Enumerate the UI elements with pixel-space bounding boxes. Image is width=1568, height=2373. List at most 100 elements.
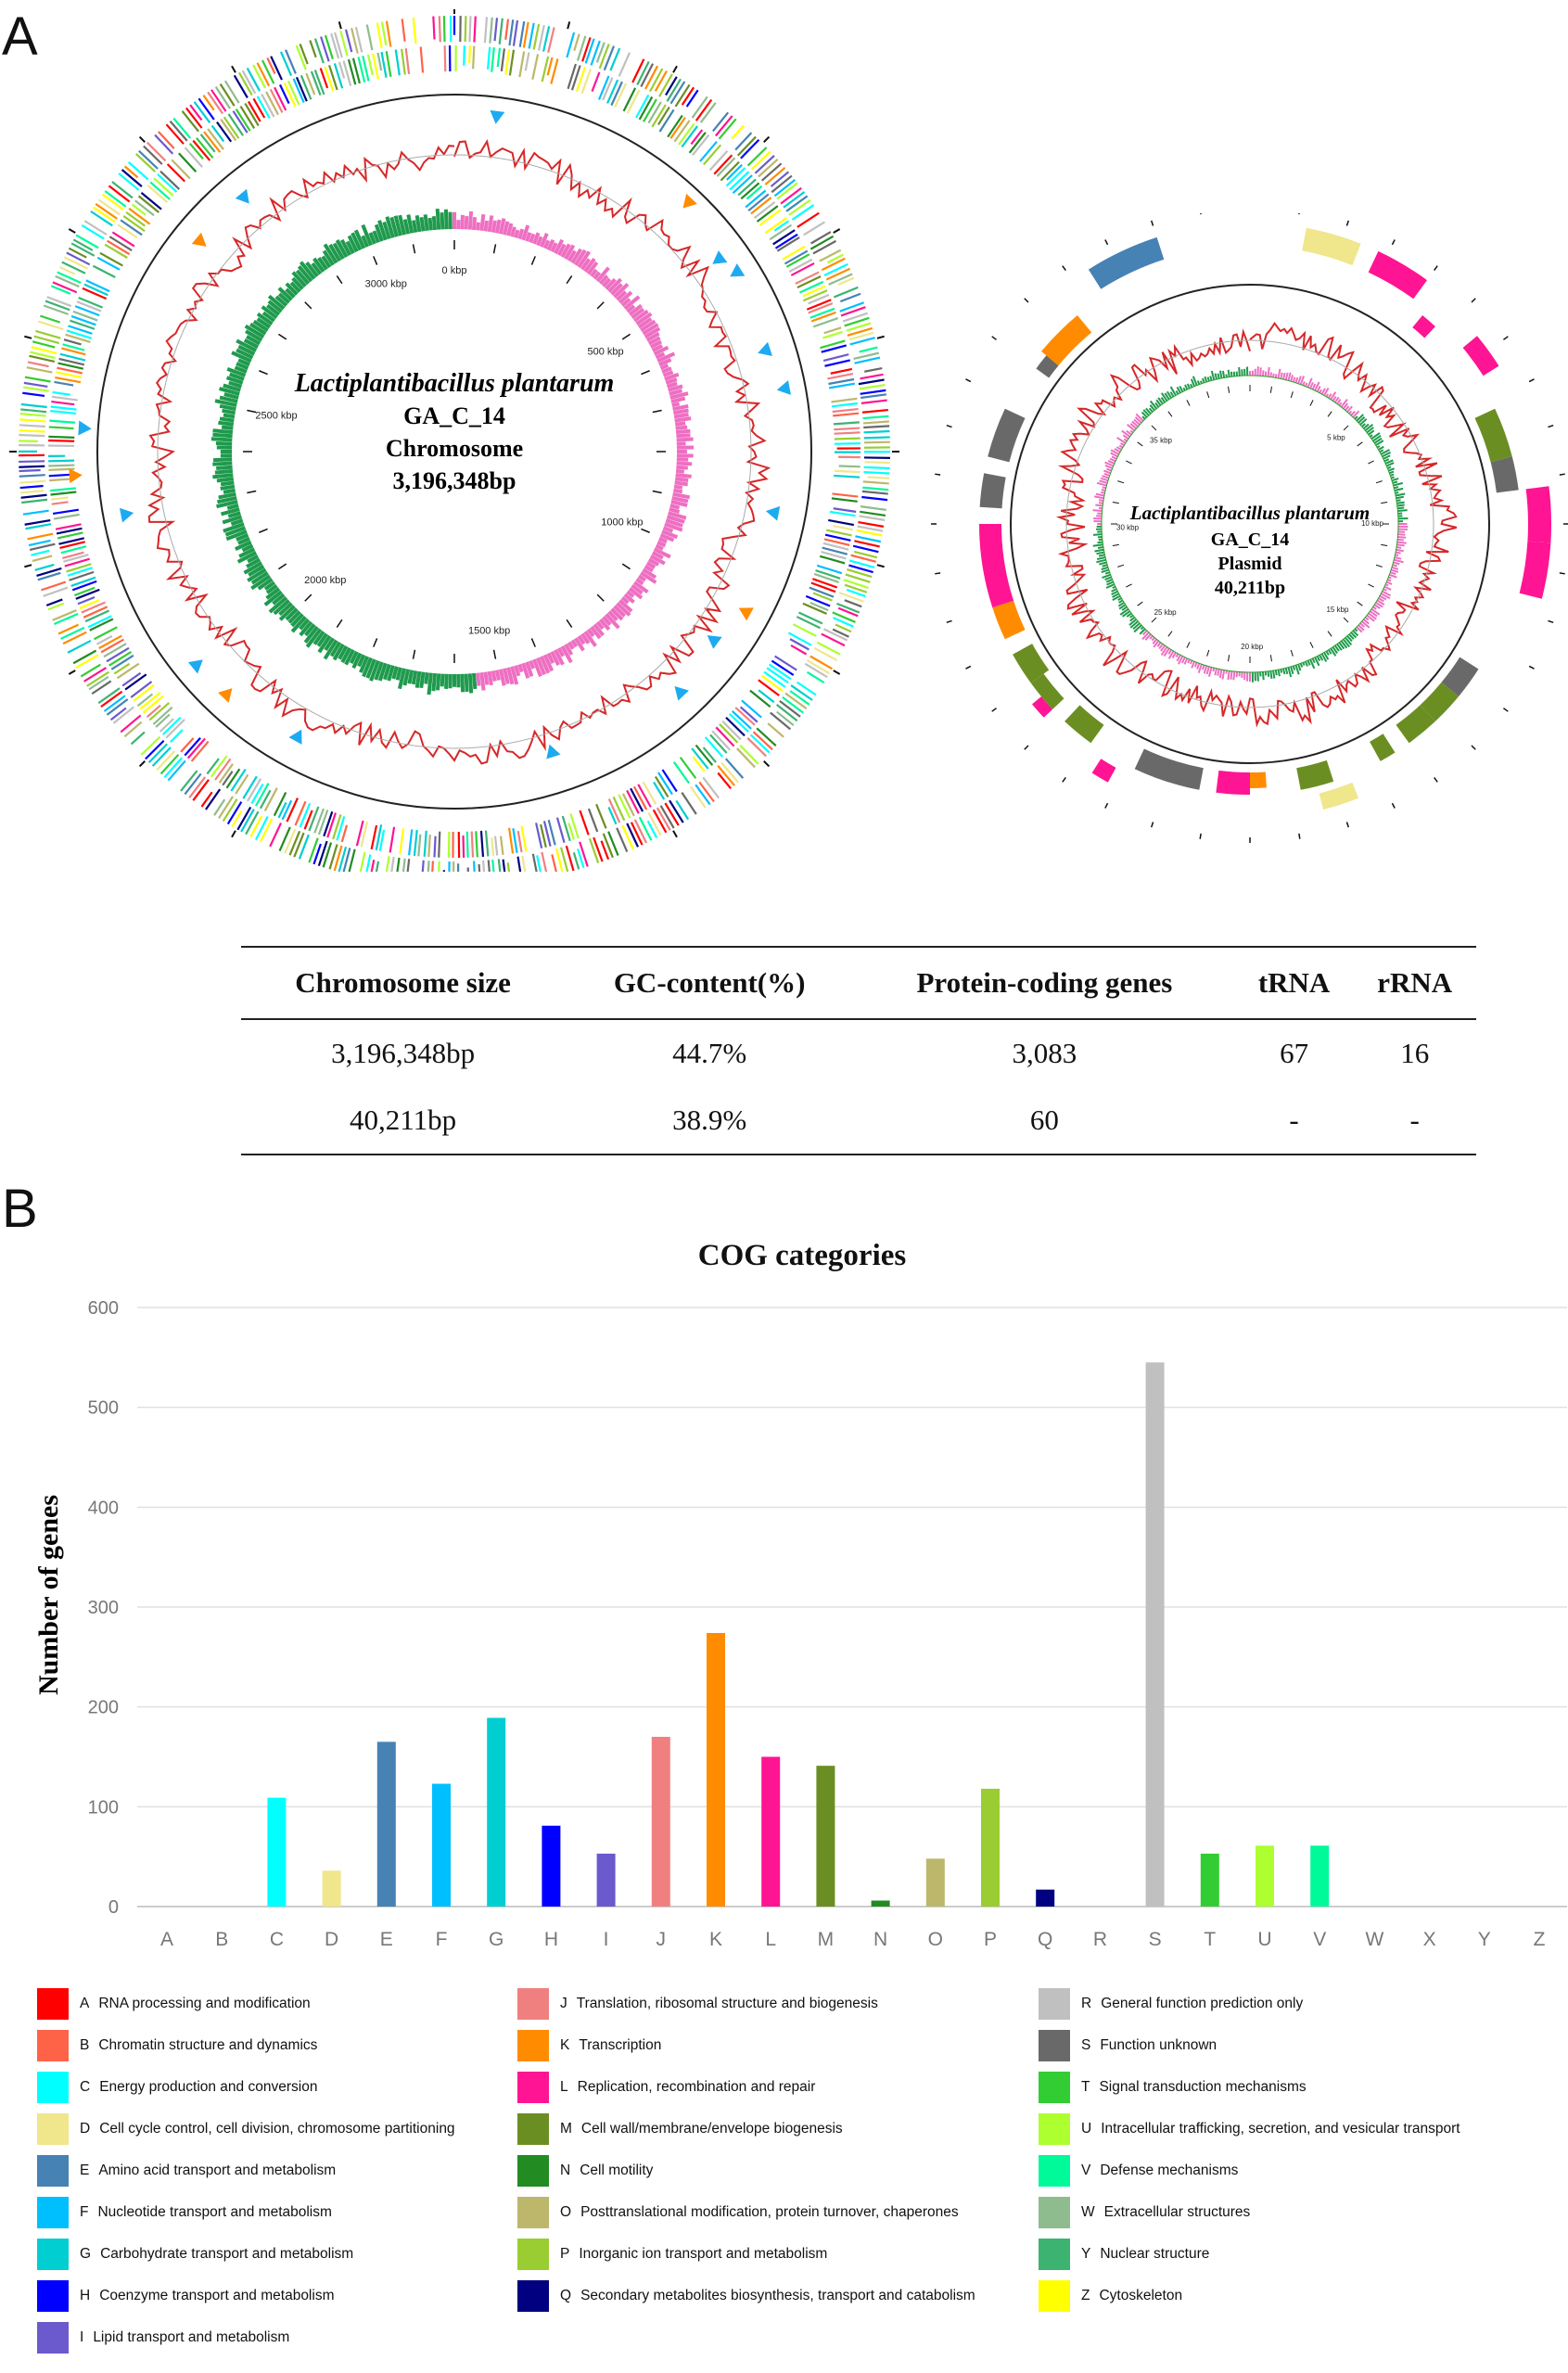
- gc-skew-mark: [419, 216, 426, 232]
- cds-mark: [286, 797, 299, 823]
- cds-mark: [402, 858, 406, 872]
- cds-mark: [147, 184, 169, 203]
- cds-mark: [124, 673, 147, 691]
- gc-skew-mark: [295, 269, 311, 286]
- cds-mark: [816, 641, 841, 656]
- cds-mark: [821, 344, 848, 353]
- x-tick-label: H: [544, 1929, 558, 1950]
- cds-mark: [635, 94, 650, 119]
- cds-mark: [692, 756, 706, 772]
- cds-mark: [752, 731, 773, 751]
- gc-skew-mark: [1256, 366, 1259, 376]
- cds-mark: [848, 564, 873, 574]
- cds-mark: [327, 64, 338, 91]
- gc-skew-mark: [323, 639, 338, 660]
- gc-skew-mark: [1230, 371, 1233, 377]
- kbp-tick: [1206, 649, 1210, 657]
- cds-mark: [109, 707, 127, 721]
- cds-mark: [55, 274, 80, 288]
- cds-mark: [20, 402, 47, 409]
- cds-mark: [193, 101, 211, 123]
- legend-label: W Extracellular structures: [1081, 2204, 1250, 2221]
- gc-skew-track: [1092, 366, 1409, 683]
- legend-label: F Nucleotide transport and metabolism: [80, 2204, 332, 2221]
- cds-mark: [631, 58, 645, 83]
- gc-skew-mark: [1129, 620, 1139, 629]
- gc-skew-mark: [219, 395, 238, 403]
- cds-mark: [90, 210, 113, 227]
- gc-skew-mark: [1320, 388, 1326, 395]
- cds-mark: [863, 470, 890, 475]
- cds-mark: [351, 57, 361, 84]
- cds-mark: [809, 586, 835, 598]
- gc-skew-mark: [1094, 548, 1104, 553]
- cds-mark: [812, 592, 833, 602]
- gc-skew-mark: [249, 322, 267, 336]
- cds-mark: [804, 662, 828, 679]
- cds-mark: [263, 787, 278, 811]
- cds-mark: [821, 550, 847, 560]
- cds-mark: [760, 162, 783, 182]
- cds-mark: [75, 234, 99, 249]
- cds-mark: [833, 507, 857, 513]
- gc-skew-mark: [1098, 499, 1104, 502]
- cds-mark: [61, 261, 86, 274]
- legend-code: H: [80, 2288, 91, 2303]
- outer-tick: [231, 65, 236, 73]
- cds-mark: [784, 692, 808, 709]
- cds-mark: [689, 785, 707, 809]
- cds-mark: [65, 333, 91, 343]
- cds-mark: [572, 851, 580, 870]
- cds-mark: [281, 799, 293, 821]
- gc-skew-mark: [257, 578, 274, 591]
- cds-mark: [118, 172, 140, 191]
- plasmid-species: Lactiplantibacillus plantarum: [1129, 502, 1370, 524]
- legend-swatch: [37, 2030, 69, 2061]
- legend-item: A RNA processing and modification: [37, 1988, 311, 2020]
- gc-skew-mark: [214, 399, 237, 408]
- cds-mark: [612, 796, 626, 822]
- cds-mark: [41, 580, 67, 592]
- outer-tick: [1062, 265, 1066, 271]
- gc-skew-mark: [623, 295, 641, 311]
- outer-tick: [138, 135, 146, 143]
- gc-skew-mark: [590, 625, 602, 640]
- cds-mark: [561, 815, 571, 842]
- rna-marker: [78, 420, 92, 436]
- gc-skew-mark: [299, 620, 313, 637]
- cds-mark: [725, 167, 746, 187]
- cds-mark: [59, 352, 86, 362]
- gc-skew-mark: [642, 568, 657, 580]
- cds-mark: [783, 191, 806, 209]
- gc-skew-mark: [1182, 387, 1186, 391]
- cds-mark: [831, 402, 859, 408]
- outer-tick: [1345, 822, 1350, 828]
- kbp-tick: [1357, 441, 1363, 447]
- plasmid-gene-block: [1030, 673, 1064, 709]
- cds-mark: [531, 54, 540, 80]
- kbp-tick: [1343, 617, 1349, 623]
- gc-skew-mark: [618, 290, 633, 304]
- cds-mark: [146, 704, 161, 719]
- rna-marker: [674, 685, 689, 701]
- cds-mark: [790, 684, 813, 701]
- cds-mark: [729, 713, 749, 733]
- gc-skew-mark: [247, 554, 260, 564]
- cds-mark: [376, 22, 383, 49]
- gc-skew-mark: [216, 495, 237, 504]
- cds-mark: [279, 83, 290, 105]
- cds-mark: [656, 807, 671, 831]
- y-tick-label: 500: [88, 1398, 119, 1419]
- kbp-tick: [641, 528, 650, 533]
- cds-mark: [97, 198, 121, 216]
- cds-mark: [588, 837, 600, 863]
- cds-mark: [602, 77, 614, 101]
- cds-mark: [855, 535, 882, 543]
- plasmid-gene-block: [1032, 696, 1053, 718]
- cds-mark: [795, 271, 820, 285]
- cds-mark: [528, 22, 535, 49]
- cds-mark: [702, 776, 720, 799]
- gc-skew-mark: [1218, 669, 1223, 679]
- legend-label: P Inorganic ion transport and metabolism: [560, 2246, 827, 2263]
- gc-skew-mark: [1206, 376, 1210, 382]
